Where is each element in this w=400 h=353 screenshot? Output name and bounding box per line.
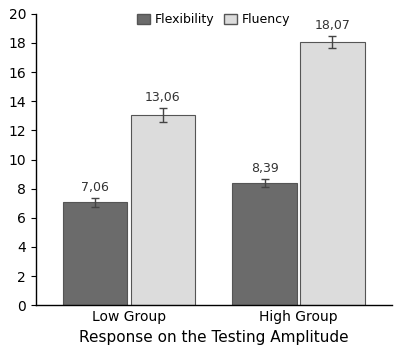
Legend: Flexibility, Fluency: Flexibility, Fluency — [132, 8, 295, 31]
Text: 7,06: 7,06 — [81, 181, 109, 195]
Bar — [131, 115, 195, 305]
Bar — [63, 202, 127, 305]
Bar — [232, 183, 297, 305]
Bar — [300, 42, 364, 305]
Text: 8,39: 8,39 — [251, 162, 278, 175]
Text: 18,07: 18,07 — [314, 19, 350, 32]
X-axis label: Response on the Testing Amplitude: Response on the Testing Amplitude — [79, 330, 348, 345]
Text: 13,06: 13,06 — [145, 91, 181, 104]
